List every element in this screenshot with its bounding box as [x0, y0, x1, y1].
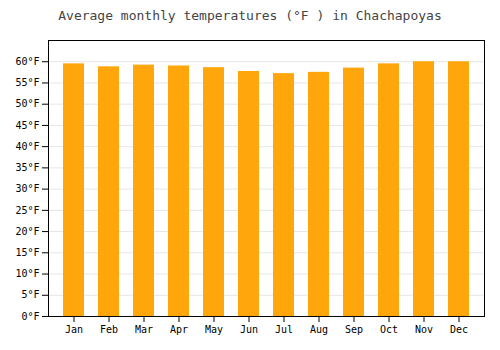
- svg-text:50°F: 50°F: [15, 98, 39, 109]
- svg-text:20°F: 20°F: [15, 226, 39, 237]
- svg-text:35°F: 35°F: [15, 162, 39, 173]
- svg-text:0°F: 0°F: [21, 311, 39, 322]
- svg-text:60°F: 60°F: [15, 56, 39, 67]
- html-text:Average monthly temperatures (: Average monthly temperatures (°F ) in Ch…: [58, 8, 442, 23]
- svg-text:Jul: Jul: [275, 324, 293, 335]
- svg-text:40°F: 40°F: [15, 141, 39, 152]
- svg-text:Feb: Feb: [100, 324, 118, 335]
- svg-text:15°F: 15°F: [15, 247, 39, 258]
- svg-text:Aug: Aug: [310, 324, 328, 335]
- svg-text:10°F: 10°F: [15, 268, 39, 279]
- svg-text:Apr: Apr: [170, 324, 188, 335]
- svg-text:45°F: 45°F: [15, 120, 39, 131]
- svg-text:30°F: 30°F: [15, 183, 39, 194]
- svg-text:Jun: Jun: [240, 324, 258, 335]
- svg-text:May: May: [205, 324, 223, 335]
- svg-text:55°F: 55°F: [15, 77, 39, 88]
- svg-text:Oct: Oct: [380, 324, 398, 335]
- svg-text:25°F: 25°F: [15, 205, 39, 216]
- svg-text:Jan: Jan: [65, 324, 83, 335]
- svg-text:5°F: 5°F: [21, 289, 39, 300]
- svg-text:Mar: Mar: [135, 324, 153, 335]
- svg-text:Dec: Dec: [450, 324, 468, 335]
- svg-text:Sep: Sep: [345, 324, 363, 335]
- svg-text:Nov: Nov: [415, 324, 433, 335]
